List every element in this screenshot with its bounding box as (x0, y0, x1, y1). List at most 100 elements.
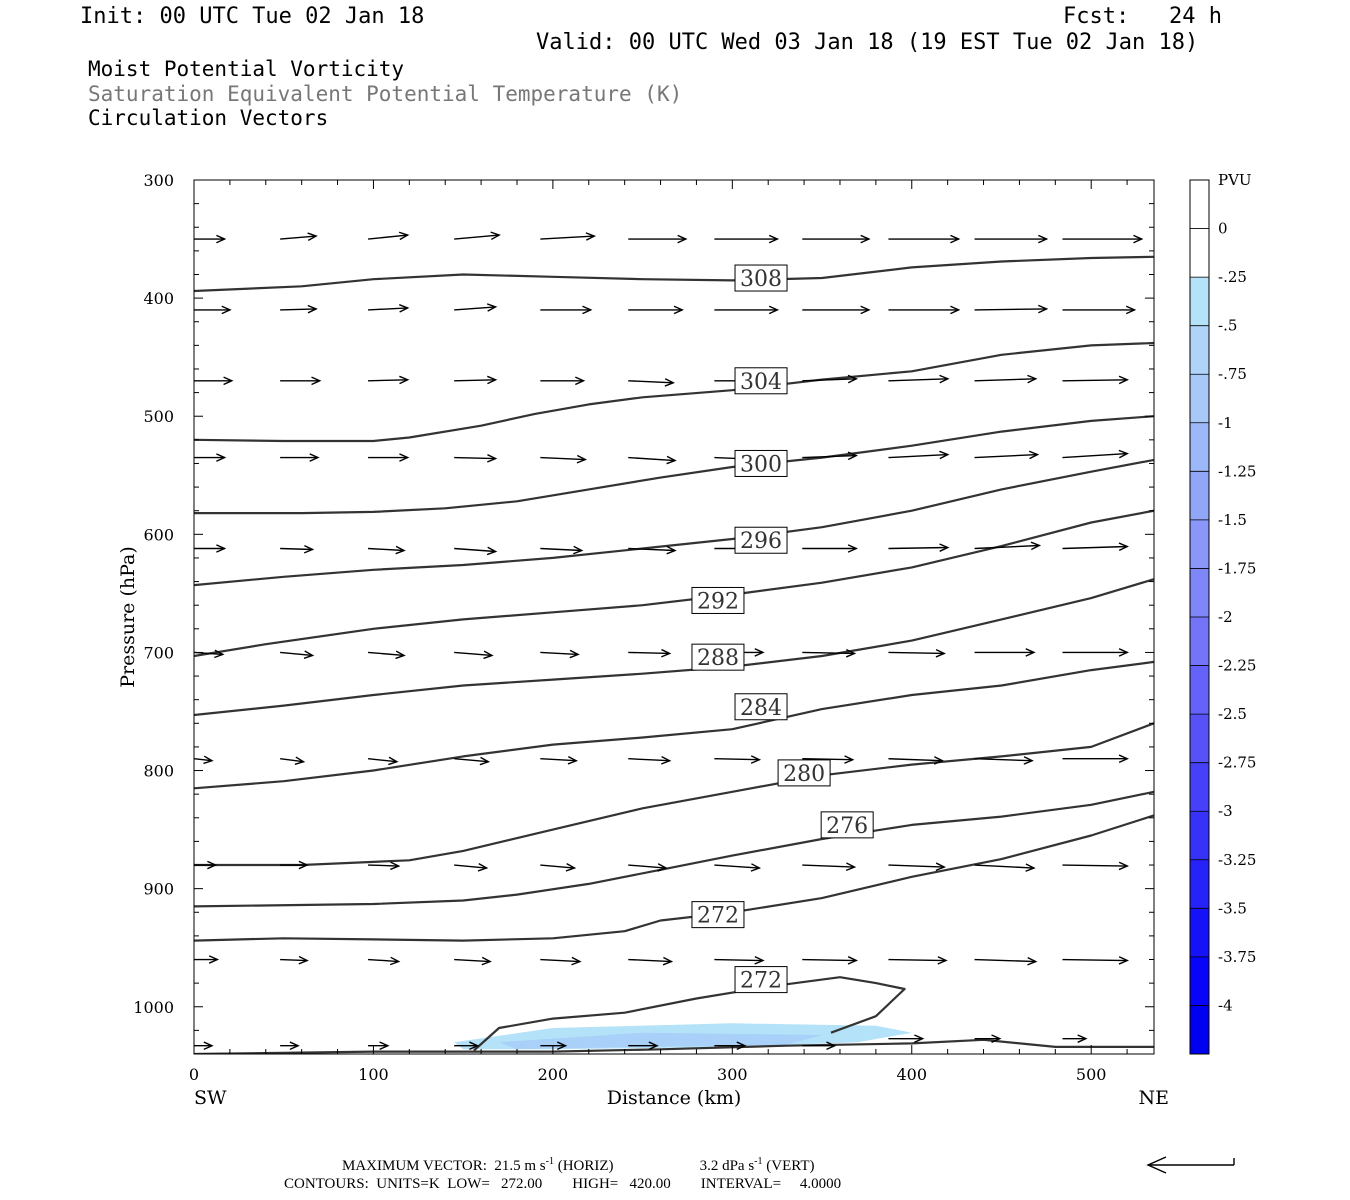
colorbar-label-3: -.75 (1218, 365, 1247, 383)
contour-label-9: 272 (697, 904, 739, 929)
vector-38 (628, 455, 677, 465)
vector-3 (454, 231, 501, 241)
vector-19 (888, 305, 961, 315)
vector-6 (714, 234, 780, 244)
contour-line-9 (194, 814, 1154, 942)
vector-85 (888, 862, 946, 872)
colorbar-swatch-8 (1190, 568, 1209, 618)
vector-25 (454, 375, 498, 385)
vector-45 (280, 544, 315, 554)
contour-label-box-7 (777, 759, 831, 787)
contour-label-10: 272 (740, 969, 782, 994)
contour-label-2: 300 (740, 452, 782, 477)
vector-65 (1062, 648, 1130, 657)
contour-label-box-6 (734, 693, 788, 721)
colorbar-label-0: 0 (1218, 220, 1228, 238)
vector-41 (888, 450, 950, 460)
x-end-label-right: NE (1139, 1087, 1170, 1109)
title-mpv: Moist Potential Vorticity (88, 57, 405, 81)
vector-43 (1062, 449, 1129, 459)
vector-98 (1062, 956, 1130, 965)
theta-es-contours (194, 255, 1154, 1054)
contour-label-4: 292 (697, 589, 739, 614)
vector-51 (802, 544, 859, 553)
plot-frame (193, 179, 1155, 1055)
vector-27 (628, 378, 675, 387)
contour-label-box-5 (691, 643, 745, 671)
colorbar-label-2: -.5 (1218, 317, 1237, 335)
contour-label-0: 308 (740, 267, 782, 292)
unit-exponent-horiz: -1 (545, 1156, 554, 1167)
vector-78 (280, 860, 309, 870)
contour-line-1 (194, 341, 1154, 443)
colorbar-label-9: -2.25 (1218, 657, 1256, 675)
vector-35 (368, 453, 410, 462)
colorbar-swatch-3 (1190, 325, 1209, 375)
contour-line-11 (194, 1038, 1154, 1054)
vector-93 (628, 956, 674, 966)
vector-82 (628, 863, 668, 872)
vector-69 (454, 756, 491, 766)
vector-42 (974, 450, 1040, 460)
colorbar-swatch-7 (1190, 519, 1209, 569)
colorbar-swatch-1 (1190, 228, 1209, 278)
vector-99 (194, 1041, 214, 1051)
x-axis-label: Distance (km) (607, 1087, 742, 1109)
contour-label-7: 280 (783, 762, 825, 787)
vector-4 (540, 232, 597, 241)
contour-line-6 (194, 660, 1154, 790)
y-tick-label-6: 900 (143, 880, 174, 899)
vector-9 (974, 234, 1049, 244)
colorbar-label-11: -2.75 (1218, 754, 1256, 772)
vector-105 (714, 1041, 747, 1051)
vector-29 (802, 374, 859, 384)
vector-8 (888, 234, 961, 244)
vector-66 (194, 755, 214, 765)
colorbar-label-5: -1.25 (1218, 462, 1256, 480)
vector-34 (280, 453, 320, 462)
vector-109 (1062, 1034, 1088, 1043)
vector-53 (974, 541, 1042, 551)
pvu-colorbar: 0 -.25 -.5 -.75 -1 -1.25 -1.5 -1.75 -2 -2.25 -2.5 -… (1189, 179, 1256, 1055)
contour-label-6: 284 (740, 696, 782, 721)
vector-26 (540, 376, 586, 386)
x-tick-label-1: 100 (358, 1065, 389, 1084)
colorbar-swatch-14 (1190, 859, 1209, 909)
vector-30 (888, 374, 950, 384)
colorbar-label-16: -4 (1218, 996, 1233, 1014)
colorbar-swatch-9 (1190, 617, 1209, 667)
y-tick-label-5: 800 (143, 762, 174, 781)
vector-67 (280, 756, 306, 765)
contour-label-5: 288 (697, 646, 739, 671)
x-end-label-left: SW (194, 1087, 227, 1109)
contour-label-box-3 (734, 526, 788, 554)
contour-label-3: 296 (740, 529, 782, 554)
contour-line-4 (194, 509, 1154, 658)
vector-76 (1062, 754, 1130, 764)
vector-12 (280, 304, 318, 314)
colorbar-label-12: -3 (1218, 802, 1233, 820)
contour-line-0 (194, 255, 1154, 293)
vector-44 (194, 544, 227, 553)
vector-60 (628, 648, 672, 658)
y-axis-label: Pressure (hPa) (117, 546, 139, 688)
contour-line-3 (194, 458, 1154, 587)
x-tick-label-3: 300 (717, 1065, 748, 1084)
vector-15 (540, 305, 593, 315)
max-vector-info: MAXIMUM VECTOR: 21.5 m s-1 (HORIZ) 3.2 dP… (342, 1156, 815, 1175)
contour-line-7 (194, 722, 1154, 867)
title-theta-es: Saturation Equivalent Potential Temperat… (88, 82, 683, 106)
vector-63 (888, 648, 946, 658)
y-tick-label-0: 300 (143, 171, 174, 190)
vector-2 (367, 231, 410, 241)
colorbar-swatch-11 (1190, 714, 1209, 764)
title-vectors: Circulation Vectors (88, 106, 329, 130)
vector-102 (454, 1041, 480, 1051)
vector-20 (974, 304, 1049, 314)
colorbar-swatch-4 (1190, 374, 1209, 424)
vector-97 (974, 956, 1038, 966)
colorbar-swatch-17 (1190, 1005, 1209, 1055)
colorbar-label-4: -1 (1218, 414, 1233, 432)
y-tick-label-7: 1000 (133, 998, 174, 1017)
